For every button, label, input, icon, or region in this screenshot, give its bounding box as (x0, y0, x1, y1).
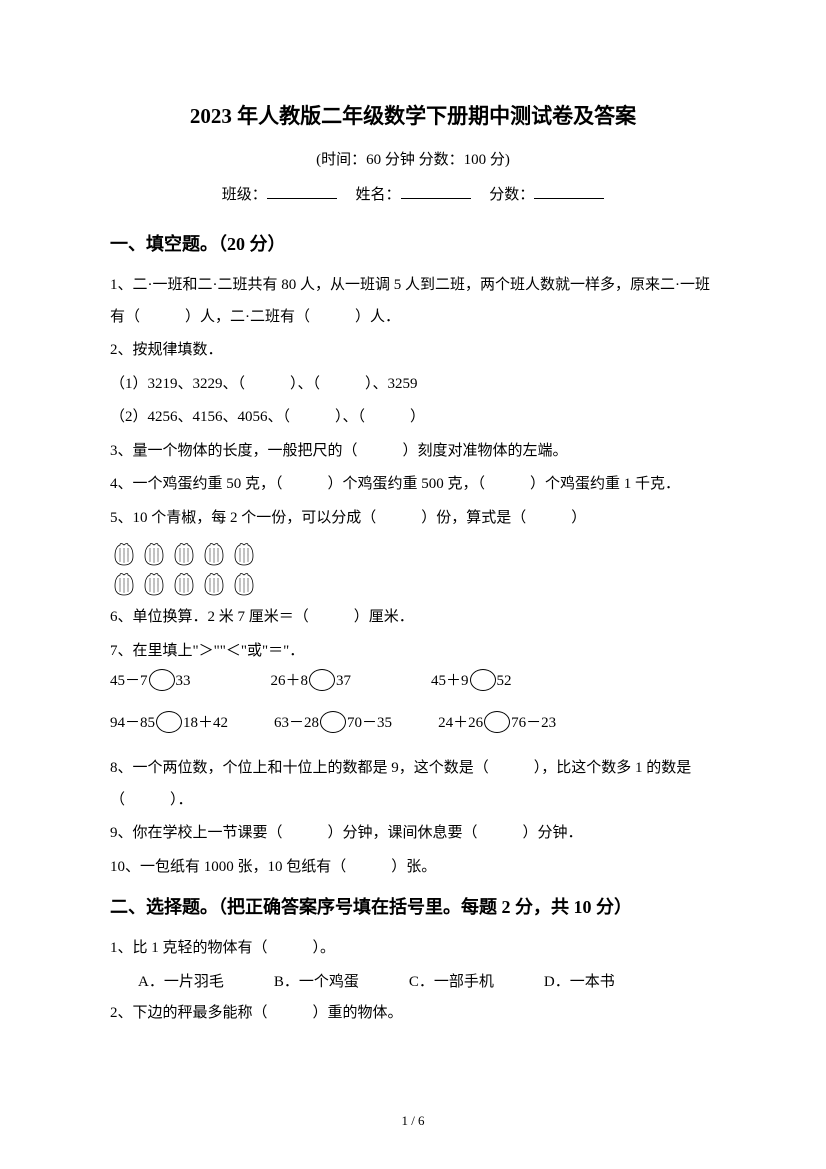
q7-r2-c1: 24＋26 (438, 715, 483, 731)
choice-b: B．一个鸡蛋 (274, 967, 359, 999)
name-label: 姓名： (355, 187, 400, 203)
pepper-icon (230, 540, 258, 568)
pepper-icon (140, 570, 168, 598)
score-blank (534, 183, 604, 199)
q7-row2: 94－85 18＋42 63－28 70－35 24＋26 76－23 (110, 711, 716, 735)
section1-heading: 一、填空题。（20 分） (110, 230, 716, 256)
pepper-icon (200, 570, 228, 598)
pepper-icon (140, 540, 168, 568)
pepper-icon (110, 540, 138, 568)
q10: 10、一包纸有 1000 张，10 包纸有（ ）张。 (110, 852, 716, 884)
q7-r2-b2: 70－35 (347, 715, 392, 731)
class-label: 班级： (222, 187, 267, 203)
q4: 4、一个鸡蛋约重 50 克，（ ）个鸡蛋约重 500 克，（ ）个鸡蛋约重 1 … (110, 469, 716, 501)
q7-r2-a1: 94－85 (110, 715, 155, 731)
pepper-icon (200, 540, 228, 568)
score-label: 分数： (489, 187, 534, 203)
pepper-icon (170, 540, 198, 568)
page-title: 2023 年人教版二年级数学下册期中测试卷及答案 (110, 100, 716, 130)
pepper-icon (230, 570, 258, 598)
q7-r1-c1: 45＋9 (431, 673, 469, 689)
q7-r1-b2: 37 (336, 673, 351, 689)
q7-r1-a2: 33 (176, 673, 191, 689)
choice-d: D．一本书 (544, 967, 615, 999)
page-number: 1 / 6 (0, 1113, 826, 1129)
q2-1: （1）3219、3229、（ ）、（ ）、3259 (110, 369, 716, 401)
blank-circle (156, 711, 182, 733)
q7-r1-b1: 26＋8 (271, 673, 309, 689)
class-blank (267, 183, 337, 199)
q3: 3、量一个物体的长度，一般把尺的（ ）刻度对准物体的左端。 (110, 436, 716, 468)
q6: 6、单位换算．2 米 7 厘米＝（ ）厘米． (110, 602, 716, 634)
s2-q2: 2、下边的秤最多能称（ ）重的物体。 (110, 998, 716, 1030)
q2-2: （2）4256、4156、4056、（ ）、（ ） (110, 402, 716, 434)
info-line: 班级： 姓名： 分数： (110, 183, 716, 204)
q1: 1、二·一班和二·二班共有 80 人，从一班调 5 人到二班，两个班人数就一样多… (110, 270, 716, 333)
q9: 9、你在学校上一节课要（ ）分钟，课间休息要（ ）分钟． (110, 818, 716, 850)
pepper-icon (170, 570, 198, 598)
pepper-icon (110, 570, 138, 598)
s2-q1-choices: A．一片羽毛 B．一个鸡蛋 C．一部手机 D．一本书 (110, 967, 716, 999)
blank-circle (309, 669, 335, 691)
blank-circle (484, 711, 510, 733)
q7-r1-c2: 52 (497, 673, 512, 689)
choice-c: C．一部手机 (409, 967, 494, 999)
q5: 5、10 个青椒，每 2 个一份，可以分成（ ）份，算式是（ ） (110, 503, 716, 535)
s2-q1: 1、比 1 克轻的物体有（ ）。 (110, 933, 716, 965)
blank-circle (470, 669, 496, 691)
choice-a: A．一片羽毛 (138, 967, 224, 999)
name-blank (401, 183, 471, 199)
meta-line: (时间：60 分钟 分数：100 分) (110, 148, 716, 169)
q7-row1: 45－7 33 26＋8 37 45＋9 52 (110, 669, 716, 693)
peppers-image (110, 540, 716, 598)
q7-r2-c2: 76－23 (511, 715, 556, 731)
q2: 2、按规律填数． (110, 335, 716, 367)
q7-r2-b1: 63－28 (274, 715, 319, 731)
blank-circle (320, 711, 346, 733)
q8: 8、一个两位数，个位上和十位上的数都是 9，这个数是（ ），比这个数多 1 的数… (110, 753, 716, 816)
section2-heading: 二、选择题。（把正确答案序号填在括号里。每题 2 分，共 10 分） (110, 893, 716, 919)
q7-r2-a2: 18＋42 (183, 715, 228, 731)
q7: 7、在里填上"＞""＜"或"＝"． (110, 636, 716, 668)
blank-circle (149, 669, 175, 691)
q7-r1-a1: 45－7 (110, 673, 148, 689)
